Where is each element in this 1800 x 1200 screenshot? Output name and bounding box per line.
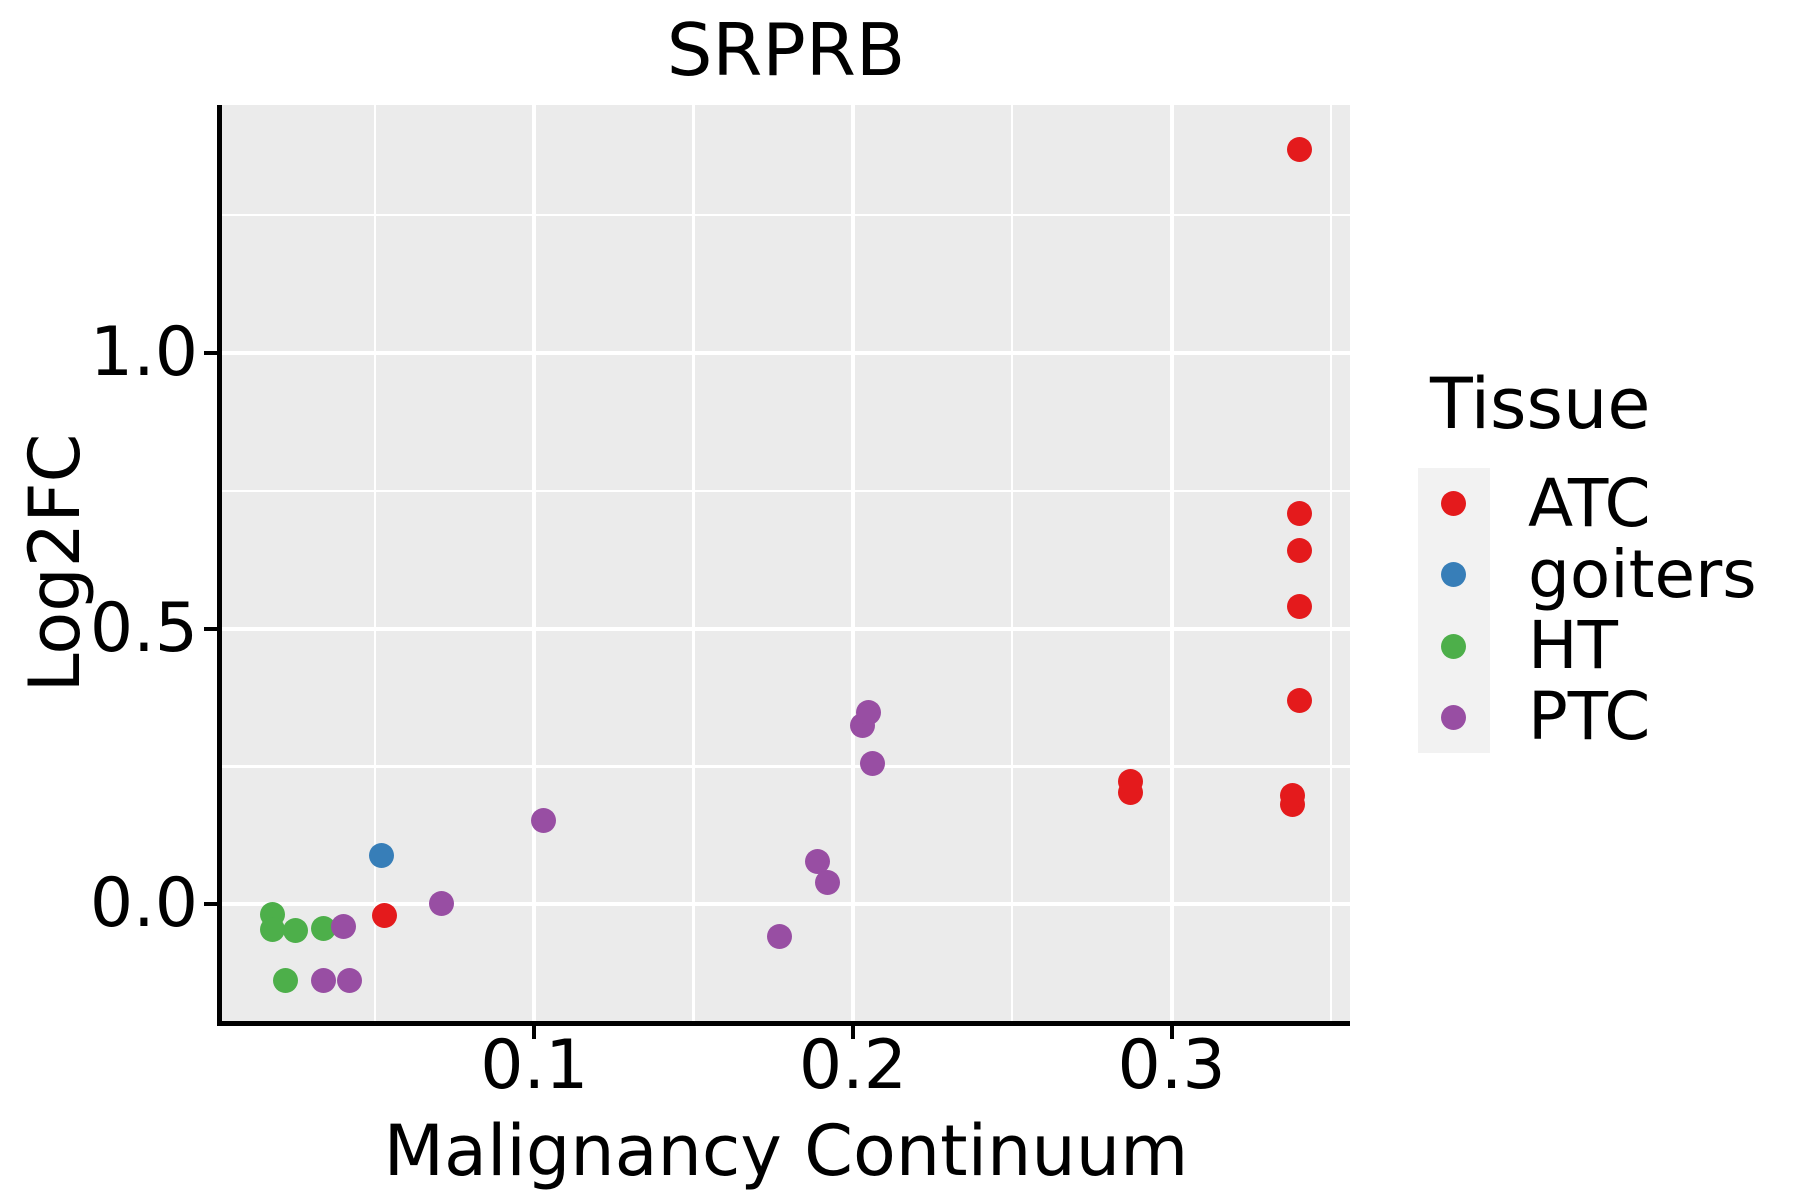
gridline-major-x (1169, 105, 1174, 1021)
legend-key-HT (1418, 610, 1490, 682)
gridline-minor-x (1329, 105, 1333, 1021)
legend-label-PTC: PTC (1528, 678, 1651, 756)
data-point-PTC (859, 750, 885, 776)
data-point-PTC (336, 968, 362, 994)
data-point-ATC (1280, 783, 1306, 809)
x-tick-mark (1169, 1026, 1174, 1039)
gridline-minor-y (222, 489, 1350, 493)
data-point-PTC (814, 870, 840, 896)
data-point-PTC (429, 890, 455, 916)
data-point-PTC (330, 914, 356, 940)
legend-key-PTC (1418, 681, 1490, 753)
y-tick-mark (204, 351, 217, 355)
data-point-ATC (1286, 594, 1312, 620)
data-point-HT (260, 917, 286, 942)
gridline-major-y (222, 626, 1350, 631)
y-axis-line (217, 105, 222, 1026)
gridline-major-x (532, 105, 537, 1021)
legend-title: Tissue (1430, 363, 1651, 445)
plot-panel (222, 105, 1350, 1021)
gridline-minor-y (222, 213, 1350, 217)
data-point-ATC (372, 903, 397, 929)
x-tick-mark (532, 1026, 537, 1039)
gridline-minor-x (1010, 105, 1014, 1021)
plot-title: SRPRB (666, 8, 906, 92)
data-point-HT (282, 917, 308, 943)
legend-label-goiters: goiters (1528, 535, 1757, 613)
x-tick-label: 0.3 (1117, 1026, 1226, 1105)
data-point-ATC (1286, 500, 1312, 526)
legend-key-ATC (1418, 468, 1490, 540)
y-axis-title: Log2FC (14, 433, 96, 693)
y-tick-mark (204, 902, 217, 907)
y-tick-label: 0.0 (89, 864, 198, 944)
data-point-PTC (767, 923, 793, 949)
x-axis-line (217, 1021, 1350, 1026)
legend-dot-goiters (1441, 562, 1466, 588)
x-tick-mark (850, 1026, 855, 1039)
legend-key-goiters (1418, 539, 1490, 611)
data-point-ATC (1286, 136, 1312, 162)
legend-label-ATC: ATC (1528, 464, 1651, 542)
data-point-HT (273, 967, 299, 993)
data-point-PTC (805, 849, 831, 875)
x-axis-title: Malignancy Continuum (383, 1110, 1189, 1192)
data-point-goiters (368, 842, 394, 868)
legend-dot-HT (1441, 633, 1466, 659)
y-tick-label: 0.5 (89, 588, 198, 668)
data-point-PTC (856, 700, 882, 726)
legend-dot-ATC (1441, 491, 1466, 517)
data-point-PTC (311, 967, 337, 993)
gridline-minor-y (222, 765, 1350, 768)
data-point-ATC (1117, 769, 1143, 795)
data-point-ATC (1286, 538, 1312, 564)
data-point-ATC (1286, 687, 1312, 713)
gridline-major-y (222, 902, 1350, 907)
y-tick-mark (204, 626, 217, 631)
gridline-minor-x (373, 105, 377, 1021)
x-tick-label: 0.1 (480, 1026, 589, 1105)
gridline-major-x (850, 105, 855, 1021)
x-tick-label: 0.2 (798, 1026, 907, 1105)
legend-label-HT: HT (1528, 607, 1618, 685)
y-tick-label: 1.0 (89, 313, 198, 392)
gridline-major-y (222, 351, 1350, 355)
gridline-minor-x (692, 105, 695, 1021)
data-point-PTC (531, 808, 557, 834)
legend-dot-PTC (1441, 704, 1466, 730)
